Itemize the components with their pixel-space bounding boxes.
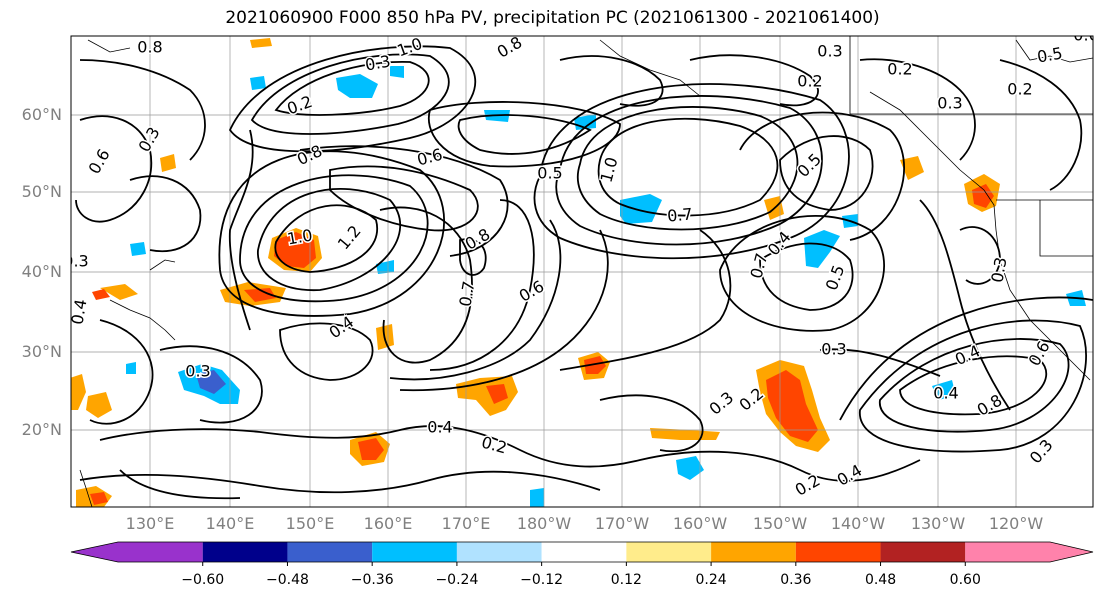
pv-contours — [75, 45, 1093, 500]
colorbar-outline — [70, 541, 1094, 563]
precip-positive-anomaly — [358, 438, 384, 460]
precip-negative-anomaly — [804, 230, 840, 268]
precip-negative-anomaly — [390, 66, 404, 78]
precip-positive-anomaly — [486, 384, 508, 404]
precip-positive-anomaly — [71, 374, 86, 410]
colorbar-tick-label: −0.60 — [181, 572, 225, 588]
map-title: 2021060900 F000 850 hPa PV, precipitatio… — [225, 8, 880, 28]
latitude-label: 50°N — [21, 182, 62, 201]
colorbar-swatch — [711, 542, 796, 562]
longitude-label: 140°E — [205, 514, 255, 533]
colorbar-swatch — [541, 542, 627, 562]
contour-label: 0.4 — [67, 298, 90, 326]
colorbar-tick-label: 0.36 — [780, 572, 812, 588]
colorbar — [70, 541, 1094, 566]
colorbar-tick-label: 0.12 — [610, 572, 642, 588]
colorbar-swatch — [456, 542, 542, 562]
precip-positive-anomaly — [250, 38, 272, 48]
contour-label: 0.2 — [797, 72, 822, 91]
precip-positive-anomaly — [584, 356, 606, 374]
contour-label: 0.7 — [666, 204, 693, 225]
map-panel: 0.8 1.00.20.30.6 0.8 0.60.5 1.00.70.30.8 0.30… — [63, 26, 1098, 507]
colorbar-tick-label: −0.48 — [266, 572, 309, 588]
precip-positive-anomaly — [90, 492, 108, 505]
precip-positive-anomaly — [766, 370, 818, 442]
precip-negative-anomaly — [336, 74, 378, 98]
colorbar-swatch — [372, 542, 457, 562]
latitude-label: 40°N — [21, 262, 62, 281]
precip-positive-anomaly — [100, 284, 138, 300]
precip-positive-anomaly — [244, 288, 276, 302]
precip-positive-anomaly — [972, 184, 994, 208]
contour-label: 0.7 — [455, 280, 478, 308]
contour-label: 0.3 — [185, 362, 210, 381]
longitude-label: 140°W — [830, 514, 886, 533]
longitude-label: 170°E — [441, 514, 491, 533]
precip-positive-anomaly — [86, 392, 112, 418]
contour-label: 0.4 — [933, 384, 958, 403]
colorbar-swatch — [287, 542, 373, 562]
colorbar-tick-label: 0.48 — [864, 572, 897, 588]
colorbar-swatch — [202, 542, 288, 562]
contour-label: 0.8 — [137, 38, 162, 57]
colorbar-tick-label: −0.36 — [350, 572, 394, 588]
contour-label: 0.5 — [537, 164, 562, 183]
precip-negative-anomaly — [530, 488, 544, 507]
colorbar-tick-label: 0.24 — [695, 572, 727, 588]
colorbar-swatch — [795, 542, 881, 562]
precip-positive-anomaly — [900, 156, 924, 180]
latitude-label: 60°N — [21, 105, 62, 124]
colorbar-swatch — [880, 542, 966, 562]
contour-label: 0.6 — [1073, 26, 1098, 45]
colorbar-swatch — [965, 542, 1093, 562]
longitude-label: 150°E — [285, 514, 335, 533]
contour-label: 0.2 — [1007, 80, 1032, 99]
precip-positive-anomaly — [274, 232, 316, 268]
colorbar-swatch — [71, 542, 203, 562]
longitude-label: 180°W — [516, 514, 572, 533]
latitude-label: 30°N — [21, 342, 62, 361]
precip-shading — [71, 38, 1086, 507]
contour-label: 0.3 — [817, 42, 842, 61]
longitude-label: 170°W — [594, 514, 650, 533]
contour-label: 0.3 — [937, 94, 962, 113]
precip-negative-anomaly — [250, 76, 266, 90]
latitude-label: 20°N — [21, 420, 62, 439]
precip-negative-anomaly — [196, 370, 226, 394]
precip-negative-anomaly — [676, 456, 704, 480]
map-frame — [70, 35, 1094, 508]
pv-contour-labels: 0.8 1.00.20.30.6 0.8 0.60.5 1.00.70.30.8 0.30… — [63, 26, 1098, 501]
contour-label: 0.3 — [821, 340, 846, 359]
longitude-label: 130°W — [910, 514, 966, 533]
longitude-label: 160°E — [363, 514, 413, 533]
longitude-label: 130°E — [125, 514, 175, 533]
colorbar-tick-label: −0.12 — [520, 572, 564, 588]
precip-positive-anomaly — [160, 154, 176, 172]
precip-negative-anomaly — [126, 362, 136, 374]
precip-positive-anomaly — [92, 289, 110, 300]
contour-label: 0.2 — [887, 60, 912, 79]
contour-label: 0.4 — [427, 418, 452, 437]
contour-label: 0.3 — [63, 252, 88, 271]
coastlines — [79, 36, 1093, 507]
contour-label: 0.5 — [1036, 43, 1064, 66]
precip-negative-anomaly — [620, 194, 662, 224]
colorbar-tick-label: 0.60 — [949, 572, 981, 588]
longitude-label: 150°W — [752, 514, 808, 533]
longitude-label: 120°W — [988, 514, 1044, 533]
longitude-label: 160°W — [672, 514, 728, 533]
colorbar-tick-label: −0.24 — [435, 572, 479, 588]
colorbar-swatch — [626, 542, 712, 562]
precip-negative-anomaly — [130, 242, 146, 256]
